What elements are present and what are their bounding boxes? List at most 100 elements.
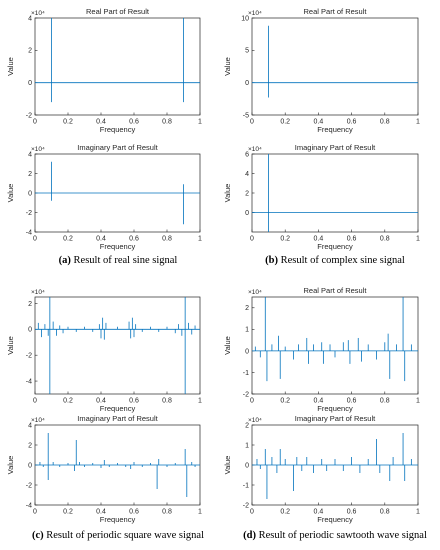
y-axis-label: Value: [6, 184, 15, 203]
plot-area: [251, 17, 419, 116]
y-tick-label: 10: [241, 15, 249, 22]
y-tick-label: 2: [28, 48, 32, 55]
chart-d-bottom: 0 0.2 0.4 0.6 0.8 1 -2 -1 0 1 2×10⁴ Imaginary Part …: [223, 414, 420, 524]
x-tick-label: 1: [198, 119, 202, 126]
y-tick-label: -2: [26, 353, 32, 360]
y-tick-label: 4: [28, 422, 32, 429]
y-tick-label: 0: [245, 462, 249, 469]
x-tick-label: 1: [198, 509, 202, 516]
x-tick-label: 0.8: [380, 119, 390, 126]
x-tick-label: 1: [198, 398, 202, 405]
axis-exponent: ×10⁴: [248, 289, 262, 296]
x-tick-label: 0.4: [96, 236, 106, 243]
chart-title: Imaginary Part of Result: [295, 414, 376, 423]
x-tick-label: 0.4: [314, 398, 324, 405]
y-tick-label: -1: [243, 482, 249, 489]
y-tick-label: 2: [245, 190, 249, 197]
x-tick-label: 1: [416, 119, 420, 126]
x-axis-label: Frequency: [100, 242, 136, 251]
series: [252, 25, 418, 98]
chart-d-top: 0 0.2 0.4 0.6 0.8 1 -2 -1 0 1 2 ×10⁴ Real Part of Re…: [223, 286, 420, 413]
y-tick-label: -4: [26, 502, 32, 509]
x-tick-label: 0.8: [162, 398, 172, 405]
x-tick-label: 0.8: [162, 236, 172, 243]
x-tick-label: 0.4: [314, 119, 324, 126]
y-tick-label: 1: [245, 327, 249, 334]
y-axis-label: Value: [223, 184, 232, 203]
chart-title: Imaginary Part of Result: [77, 143, 158, 152]
x-tick-label: 0.6: [129, 398, 139, 405]
x-axis-label: Frequency: [100, 404, 136, 413]
x-tick-label: 0.8: [380, 236, 390, 243]
x-tick-label: 0.2: [280, 119, 290, 126]
x-tick-label: 1: [416, 236, 420, 243]
y-axis-label: Value: [223, 336, 232, 355]
y-tick-label: 5: [245, 48, 249, 55]
y-tick-label: -2: [26, 482, 32, 489]
x-tick-label: 0.6: [129, 236, 139, 243]
x-tick-label: 0: [33, 509, 37, 516]
y-tick-label: 2: [28, 171, 32, 178]
x-tick-label: 1: [416, 398, 420, 405]
x-axis-label: Frequency: [317, 242, 353, 251]
y-tick-label: 2: [28, 301, 32, 308]
y-tick-label: 4: [28, 151, 32, 158]
x-axis-label: Frequency: [317, 404, 353, 413]
x-tick-label: 0.2: [280, 236, 290, 243]
x-tick-label: 0.4: [314, 236, 324, 243]
y-axis-label: Value: [223, 456, 232, 475]
chart-title: Real Part of Result: [304, 286, 368, 295]
y-tick-label: 2: [245, 305, 249, 312]
x-axis-label: Frequency: [317, 515, 353, 524]
y-tick-label: 4: [245, 171, 249, 178]
axis-exponent: ×10⁴: [31, 289, 45, 296]
axis-exponent: ×10⁴: [31, 10, 45, 17]
y-tick-label: -2: [26, 210, 32, 217]
x-tick-label: 0.8: [380, 398, 390, 405]
axis-exponent: ×10⁴: [248, 417, 262, 424]
x-tick-label: 0.6: [347, 398, 357, 405]
series: [35, 161, 200, 225]
x-tick-label: 0.6: [347, 236, 357, 243]
x-tick-label: 0.8: [162, 119, 172, 126]
series: [35, 433, 200, 497]
x-tick-label: 0.2: [280, 509, 290, 516]
series: [35, 297, 200, 394]
y-tick-label: 0: [28, 327, 32, 334]
x-tick-label: 0.2: [280, 398, 290, 405]
y-tick-label: 6: [245, 151, 249, 158]
chart-title: Imaginary Part of Result: [77, 414, 158, 423]
x-axis-label: Frequency: [317, 125, 353, 134]
axis-exponent: ×10⁴: [248, 146, 262, 153]
x-tick-label: 0.6: [129, 509, 139, 516]
x-axis-label: Frequency: [100, 515, 136, 524]
axis-exponent: ×10⁴: [31, 146, 45, 153]
axis-exponent: ×10⁴: [31, 417, 45, 424]
axis-exponent: ×10⁴: [248, 10, 262, 17]
y-tick-label: 0: [245, 80, 249, 87]
series: [35, 18, 200, 103]
x-tick-label: 0: [250, 398, 254, 405]
y-tick-label: 0: [28, 80, 32, 87]
chart-title: Real Part of Result: [304, 7, 368, 16]
y-tick-label: 2: [245, 422, 249, 429]
y-tick-label: 0: [245, 210, 249, 217]
x-tick-label: 0.2: [63, 236, 73, 243]
x-tick-label: 0.6: [347, 509, 357, 516]
x-tick-label: 0.4: [96, 398, 106, 405]
plot-area: [251, 296, 419, 395]
x-tick-label: 0.4: [314, 509, 324, 516]
x-tick-label: 0.6: [347, 119, 357, 126]
y-tick-label: -4: [26, 378, 32, 385]
chart-c-top: 0 0.2 0.4 0.6 0.8 1 -4 -2 0 2 ×10⁴ Frequency Value: [6, 289, 202, 413]
y-tick-label: 1: [245, 442, 249, 449]
chart-b-bottom: 0 0.2 0.4 0.6 0.8 1 0 2 4 6×10⁴ Imaginary Part of …: [223, 143, 420, 251]
y-axis-label: Value: [223, 57, 232, 76]
y-tick-label: -4: [26, 229, 32, 236]
y-axis-label: Value: [6, 57, 15, 76]
y-tick-label: 2: [28, 442, 32, 449]
chart-title: Real Part of Result: [86, 7, 150, 16]
y-tick-label: -2: [26, 112, 32, 119]
x-tick-label: 0.2: [63, 398, 73, 405]
